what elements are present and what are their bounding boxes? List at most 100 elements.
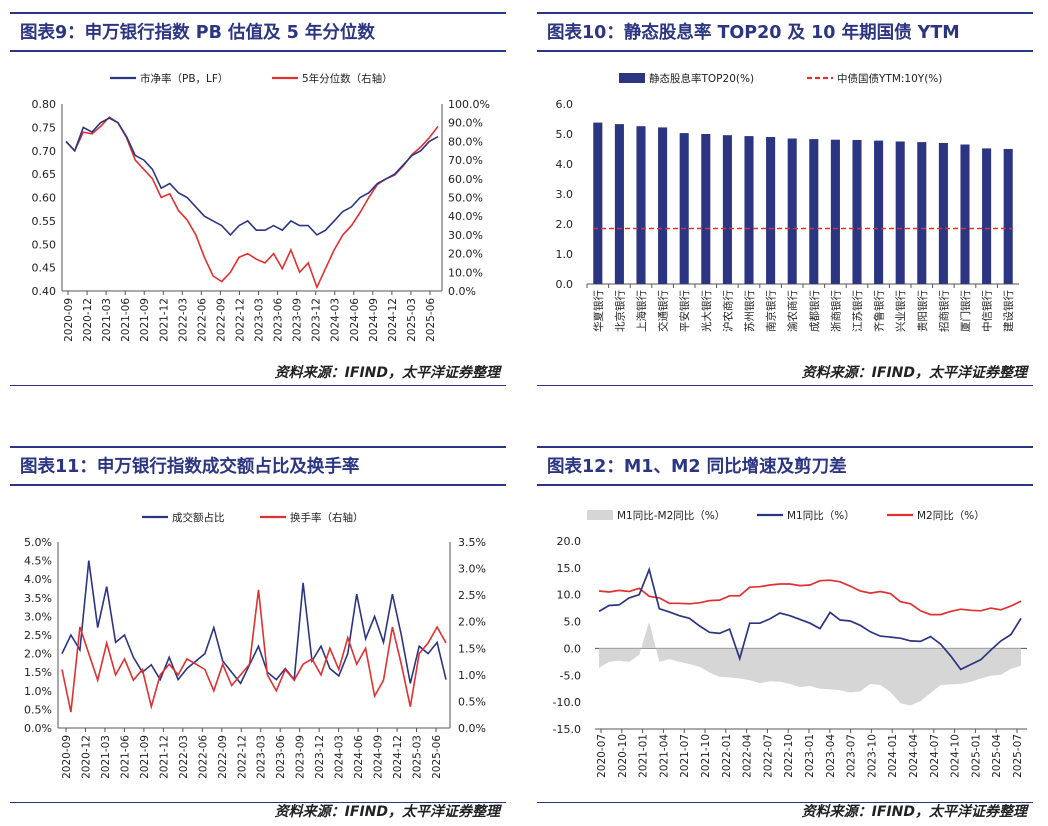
x-tick-label: 2023-06 <box>275 735 287 779</box>
chart-panel-dividend: 图表10：静态股息率 TOP20 及 10 年期国债 YTM 静态股息率TOP2… <box>537 12 1033 390</box>
x-tick-label: 北京银行 <box>613 290 626 332</box>
bar <box>787 138 797 284</box>
y-tick-label-right: 60.0% <box>448 173 483 186</box>
bar <box>960 144 970 284</box>
x-tick-label: 华夏银行 <box>592 290 605 332</box>
y-tick-label: 2.0% <box>24 648 52 661</box>
x-tick-label: 贵阳银行 <box>916 290 929 332</box>
x-tick-label: 2025-06 <box>431 735 443 779</box>
y-tick-label: 0.60 <box>32 192 57 205</box>
x-tick-label: 2020-09 <box>63 298 75 342</box>
x-tick-label: 2023-04 <box>825 734 837 778</box>
y-tick-label: 15.0 <box>557 562 582 575</box>
legend-label: 中债国债YTM:10Y(%) <box>837 72 942 85</box>
x-tick-label: 2022-12 <box>236 735 248 779</box>
x-tick-label: 2022-07 <box>762 734 774 778</box>
y-tick-label: 0.50 <box>32 238 57 251</box>
bar <box>830 139 840 284</box>
chart-svg-turnover: 成交额占比 换手率（右轴） 0.0% 0.5% 1.0% 1.5% 2.0% 2.5% 3.0%… <box>24 511 486 779</box>
bar <box>874 140 884 284</box>
bar <box>766 137 776 284</box>
x-tick-label: 成都银行 <box>808 290 821 332</box>
x-tick-label: 2021-03 <box>100 735 112 779</box>
x-tick-label: 2022-01 <box>721 734 733 778</box>
y-tick-label-right: 1.0% <box>458 669 486 682</box>
legend-label: 成交额占比 <box>172 511 225 524</box>
y-tick-label-right: 0.0% <box>448 285 476 298</box>
x-tick-label: 苏州银行 <box>743 290 756 332</box>
y-tick-label: 2.5% <box>24 629 52 642</box>
chart-title: 图表12：M1、M2 同比增速及剪刀差 <box>537 446 1033 486</box>
x-tick-label: 2023-06 <box>273 298 285 342</box>
y-tick-label-right: 80.0% <box>448 135 483 148</box>
bar <box>614 124 624 284</box>
x-tick-label: 2024-10 <box>950 734 962 778</box>
x-tick-label: 2023-03 <box>254 298 266 342</box>
legend-label: 换手率（右轴） <box>290 511 364 524</box>
y-tick-label: 2.0 <box>556 218 574 231</box>
y-tick-label: 4.0 <box>556 158 574 171</box>
y-tick-label: 5.0% <box>24 536 52 549</box>
series-line-m1 <box>598 566 1022 671</box>
x-tick-label: 齐鲁银行 <box>873 290 886 332</box>
series-line-m2 <box>598 579 1022 616</box>
x-tick-label: 2021-09 <box>139 735 151 779</box>
x-tick-label: 2024-09 <box>373 735 385 779</box>
chart-title: 图表11：申万银行指数成交额占比及换手率 <box>10 446 506 486</box>
x-tick-label: 2024-12 <box>387 298 399 342</box>
y-tick-label: 10.0 <box>557 589 582 602</box>
x-tick-label: 2023-07 <box>846 734 858 778</box>
x-tick-label: 2023-09 <box>292 298 304 342</box>
x-tick-label: 光大银行 <box>700 290 713 332</box>
chart-svg-dividend: 静态股息率TOP20(%) 中债国债YTM:10Y(%) 0.0 1.0 2.0 3.0 4… <box>556 72 1019 332</box>
y-tick-label-right: 70.0% <box>448 154 483 167</box>
y-tick-label: -5.0 <box>560 669 581 682</box>
bar <box>636 126 646 284</box>
y-tick-label-right: 2.0% <box>458 616 486 629</box>
x-tick-label: 2023-01 <box>804 734 816 778</box>
x-tick-label: 2021-01 <box>638 734 650 778</box>
x-tick-label: 2023-12 <box>314 735 326 779</box>
y-tick-label: 0.5% <box>24 703 52 716</box>
chart-source: 资料来源：IFIND，太平洋证券整理 <box>801 804 1027 820</box>
x-tick-label: 招商银行 <box>937 290 950 332</box>
y-tick-label: 0.40 <box>32 285 57 298</box>
x-tick-label: 南京银行 <box>765 290 778 332</box>
x-tick-label: 2024-06 <box>349 298 361 342</box>
x-tick-label: 2025-07 <box>1012 734 1024 778</box>
legend-label: 静态股息率TOP20(%) <box>649 72 754 85</box>
y-tick-label-right: 40.0% <box>448 210 483 223</box>
x-tick-label: 厦门银行 <box>959 290 972 332</box>
chart-source: 资料来源：IFIND，太平洋证券整理 <box>801 365 1027 381</box>
chart-title: 图表9：申万银行指数 PB 估值及 5 年分位数 <box>10 12 506 52</box>
x-tick-label: 平安银行 <box>678 290 691 332</box>
legend-label: M1同比-M2同比（%） <box>617 509 725 522</box>
x-tick-label: 江苏银行 <box>851 290 864 332</box>
x-tick-label: 2024-06 <box>353 735 365 779</box>
x-tick-label: 2020-12 <box>80 735 92 779</box>
y-tick-label: 20.0 <box>557 535 582 548</box>
series-line-volume-share <box>61 560 447 685</box>
y-tick-label: 5.0 <box>556 128 574 141</box>
x-tick-label: 2025-04 <box>991 734 1003 778</box>
x-tick-label: 建设银行 <box>1002 290 1015 332</box>
y-tick-label: 0.70 <box>32 145 57 158</box>
y-tick-label-right: 10.0% <box>448 266 483 279</box>
bar <box>744 136 754 284</box>
y-tick-label-right: 3.5% <box>458 536 486 549</box>
x-tick-label: 2021-06 <box>120 298 132 342</box>
x-tick-label: 上海银行 <box>635 290 648 332</box>
y-tick-label: 6.0 <box>556 98 574 111</box>
y-tick-label: 1.0 <box>556 248 574 261</box>
x-tick-label: 2022-04 <box>742 734 754 778</box>
x-tick-label: 2022-06 <box>196 298 208 342</box>
legend-label: 市净率（PB，LF） <box>140 72 228 85</box>
x-tick-label: 2024-01 <box>887 734 899 778</box>
x-tick-label: 2024-03 <box>334 735 346 779</box>
x-tick-label: 2020-12 <box>82 298 94 342</box>
y-tick-label: 1.5% <box>24 666 52 679</box>
legend-label: M2同比（%） <box>917 509 985 522</box>
bar <box>809 139 819 284</box>
y-tick-label: 0.55 <box>32 215 57 228</box>
y-tick-label-right: 2.5% <box>458 589 486 602</box>
